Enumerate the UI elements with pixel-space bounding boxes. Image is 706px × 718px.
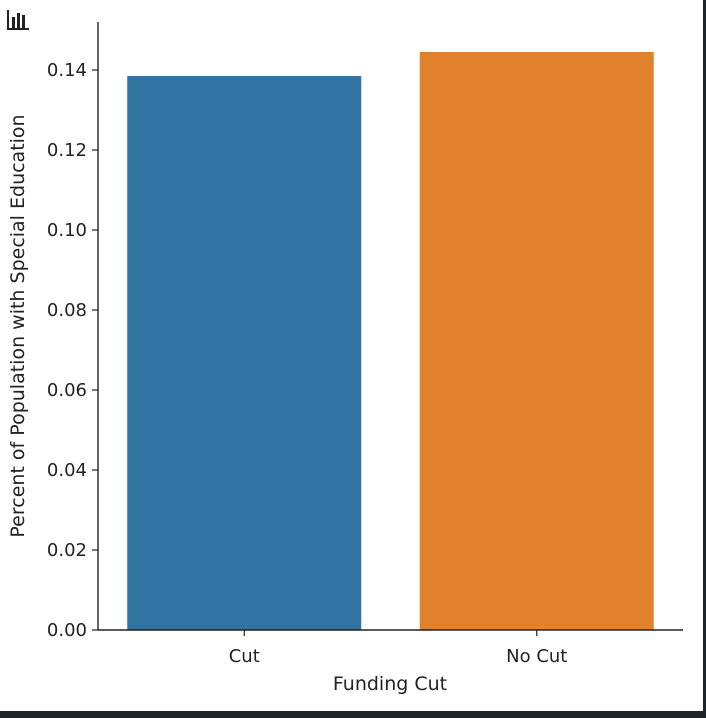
bar-cut (127, 76, 362, 630)
bar-chart-icon[interactable] (6, 9, 30, 31)
y-tick-label: 0.12 (47, 140, 87, 161)
x-tick-label: No Cut (506, 646, 567, 667)
bar-no-cut (419, 52, 654, 630)
y-tick-label: 0.14 (47, 60, 87, 81)
y-tick-label: 0.06 (47, 380, 87, 401)
x-axis-label: Funding Cut (333, 673, 447, 695)
y-tick-label: 0.04 (47, 460, 87, 481)
y-tick-label: 0.10 (47, 220, 87, 241)
x-tick-label: Cut (229, 646, 260, 667)
y-tick-label: 0.08 (47, 300, 87, 321)
y-tick-label: 0.02 (47, 540, 87, 561)
y-axis-label: Percent of Population with Special Educa… (7, 114, 29, 537)
y-tick-label: 0.00 (47, 620, 87, 641)
